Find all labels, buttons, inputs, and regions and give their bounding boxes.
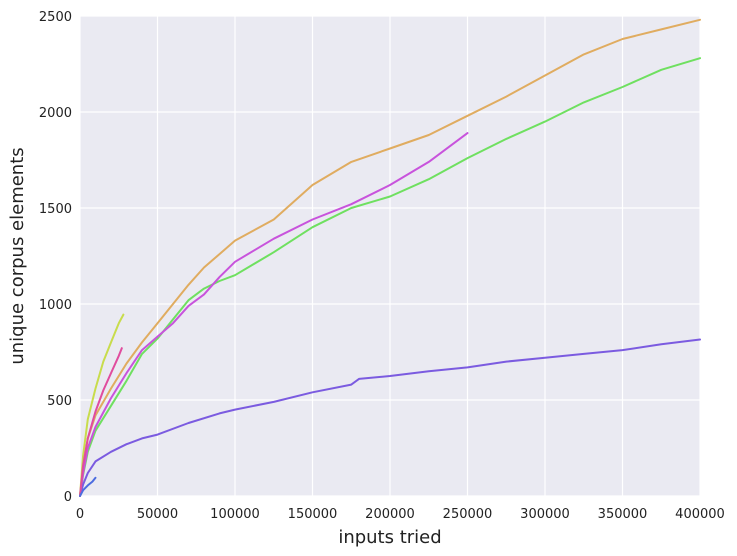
x-tick-labels: 0 50000 100000 150000 200000 250000 300000 3500… [76, 507, 725, 522]
x-tick-label: 150000 [288, 507, 338, 522]
series-line-2 [79, 57, 701, 497]
series-line-4 [79, 338, 701, 497]
x-tick-label: 350000 [598, 507, 648, 522]
y-tick-label: 2500 [39, 10, 72, 25]
x-tick-label: 300000 [520, 507, 570, 522]
grid-lines [79, 15, 701, 497]
y-tick-label: 1500 [39, 202, 72, 217]
y-tick-label: 2000 [39, 106, 72, 121]
x-tick-label: 0 [76, 507, 84, 522]
y-tick-label: 0 [64, 490, 72, 505]
series-line-1 [79, 18, 701, 497]
series-line-7 [79, 476, 97, 497]
x-axis-label: inputs tried [338, 527, 441, 548]
x-tick-label: 250000 [443, 507, 493, 522]
x-tick-label: 50000 [137, 507, 178, 522]
series-line-5 [79, 313, 125, 497]
x-tick-label: 400000 [675, 507, 725, 522]
data-series [79, 18, 701, 497]
y-tick-label: 500 [47, 394, 72, 409]
y-tick-labels: 0 500 1000 1500 2000 2500 [39, 10, 72, 505]
x-tick-label: 200000 [365, 507, 415, 522]
series-line-6 [79, 347, 123, 497]
y-axis-label: unique corpus elements [7, 147, 28, 364]
series-line-3 [79, 132, 469, 497]
y-tick-label: 1000 [39, 298, 72, 313]
x-tick-label: 100000 [210, 507, 260, 522]
